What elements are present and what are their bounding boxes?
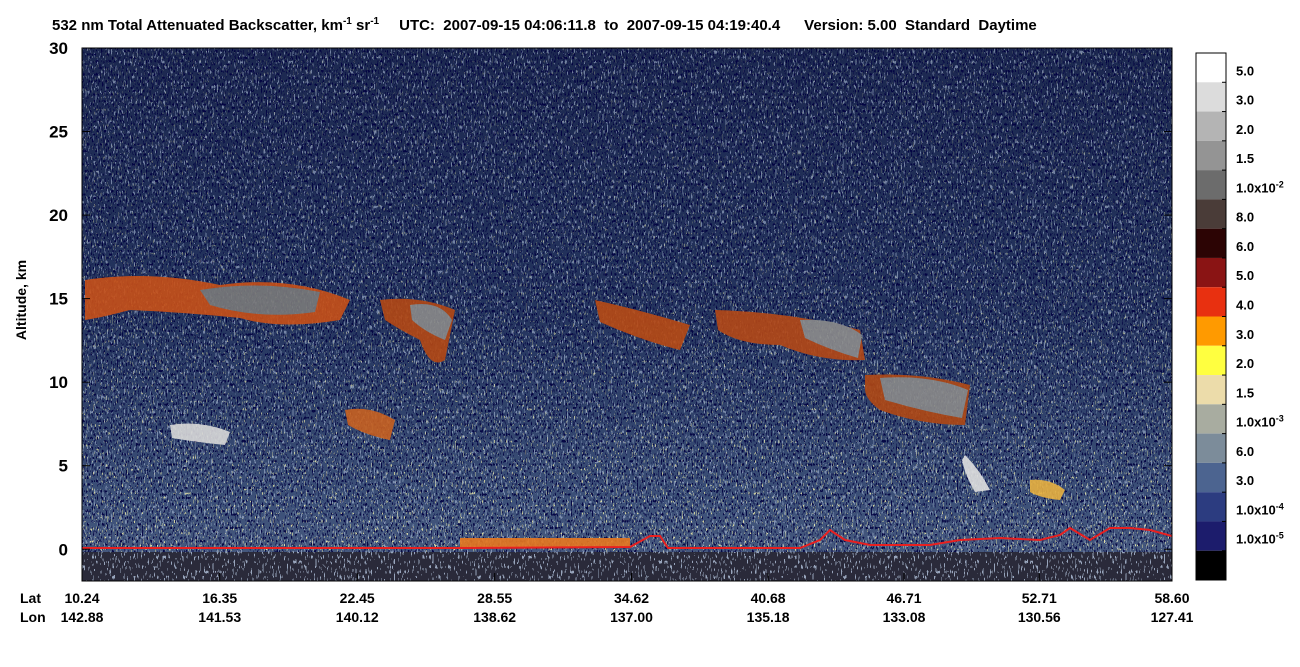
x-tick-label: 135.18: [747, 609, 790, 625]
colorbar-swatch: [1196, 287, 1226, 317]
colorbar-label-text: 3.0: [1236, 93, 1254, 108]
colorbar-swatch: [1196, 521, 1226, 551]
colorbar-label-exponent: -5: [1276, 531, 1284, 541]
colorbar-label: 5.0: [1236, 63, 1254, 78]
x-tick-label: 133.08: [883, 609, 926, 625]
y-tick-label: 10: [49, 373, 68, 392]
colorbar-label-text: 1.0x10: [1236, 502, 1276, 517]
colorbar-label: 6.0: [1236, 239, 1254, 254]
x-tick-label: 127.41: [1151, 609, 1194, 625]
colorbar-label-text: 6.0: [1236, 444, 1254, 459]
colorbar-label: 1.0x10-4: [1236, 501, 1284, 517]
colorbar-swatch: [1196, 199, 1226, 229]
y-axis-label: Altitude, km: [13, 260, 29, 340]
colorbar-swatch: [1196, 433, 1226, 463]
y-tick-label: 15: [49, 290, 68, 309]
colorbar-label: 8.0: [1236, 210, 1254, 225]
colorbar-label: 1.0x10-3: [1236, 414, 1284, 430]
colorbar-label-text: 3.0: [1236, 327, 1254, 342]
colorbar-swatch: [1196, 140, 1226, 171]
colorbar-label-text: 1.0x10: [1236, 415, 1276, 430]
colorbar-label: 1.0x10-5: [1236, 531, 1284, 547]
x-row-label: Lat: [20, 590, 41, 606]
colorbar-label: 3.0: [1236, 473, 1254, 488]
colorbar-swatch: [1196, 111, 1226, 141]
colorbar: 5.03.02.01.51.0x10-28.06.05.04.03.02.01.…: [1195, 52, 1284, 581]
colorbar-swatch: [1196, 404, 1226, 434]
colorbar-label: 3.0: [1236, 327, 1254, 342]
colorbar-swatch: [1196, 257, 1226, 288]
colorbar-label: 1.0x10-2: [1236, 179, 1284, 195]
y-tick-label: 25: [49, 123, 68, 142]
colorbar-label-text: 1.5: [1236, 151, 1254, 166]
colorbar-label-exponent: -3: [1276, 414, 1284, 424]
colorbar-swatch: [1196, 316, 1226, 346]
colorbar-label: 2.0: [1236, 356, 1254, 371]
x-tick-label: 140.12: [336, 609, 379, 625]
x-row-label: Lon: [20, 609, 46, 625]
colorbar-swatch: [1196, 492, 1226, 522]
colorbar-label-exponent: -4: [1276, 501, 1284, 511]
colorbar-label: 5.0: [1236, 268, 1254, 283]
chart-title: 532 nm Total Attenuated Backscatter, km-…: [52, 16, 1037, 34]
colorbar-label-text: 2.0: [1236, 122, 1254, 137]
colorbar-swatch: [1196, 550, 1226, 580]
colorbar-label: 1.5: [1236, 151, 1254, 166]
colorbar-label: 3.0: [1236, 93, 1254, 108]
colorbar-label: 4.0: [1236, 298, 1254, 313]
x-tick-label: 130.56: [1018, 609, 1061, 625]
colorbar-swatch: [1196, 228, 1226, 258]
colorbar-label: 1.5: [1236, 385, 1254, 400]
colorbar-swatch: [1196, 462, 1226, 493]
colorbar-label-text: 2.0: [1236, 356, 1254, 371]
colorbar-label-text: 1.0x10: [1236, 532, 1276, 547]
x-tick-label: 52.71: [1022, 590, 1057, 606]
y-tick-label: 20: [49, 206, 68, 225]
colorbar-label: 6.0: [1236, 444, 1254, 459]
x-tick-label: 58.60: [1154, 590, 1189, 606]
x-tick-label: 28.55: [477, 590, 512, 606]
colorbar-label-text: 4.0: [1236, 298, 1254, 313]
x-tick-label: 137.00: [610, 609, 653, 625]
x-tick-label: 16.35: [202, 590, 237, 606]
y-tick-label: 5: [59, 457, 68, 476]
x-tick-label: 10.24: [64, 590, 99, 606]
colorbar-swatch: [1196, 82, 1226, 112]
colorbar-label: 2.0: [1236, 122, 1254, 137]
x-tick-label: 40.68: [751, 590, 786, 606]
colorbar-label-text: 8.0: [1236, 210, 1254, 225]
x-tick-label: 138.62: [473, 609, 516, 625]
x-tick-label: 46.71: [886, 590, 921, 606]
x-tick-label: 22.45: [340, 590, 375, 606]
x-tick-label: 34.62: [614, 590, 649, 606]
colorbar-swatch: [1196, 345, 1226, 376]
colorbar-label-text: 5.0: [1236, 268, 1254, 283]
colorbar-label-exponent: -2: [1276, 179, 1284, 189]
plot-frame: [81, 47, 1173, 582]
colorbar-swatch: [1196, 53, 1226, 83]
colorbar-label-text: 6.0: [1236, 239, 1254, 254]
colorbar-label-text: 5.0: [1236, 63, 1254, 78]
colorbar-swatch: [1196, 170, 1226, 200]
colorbar-label-text: 1.0x10: [1236, 180, 1276, 195]
x-tick-label: 141.53: [198, 609, 241, 625]
x-tick-label: 142.88: [61, 609, 104, 625]
colorbar-label-text: 1.5: [1236, 385, 1254, 400]
y-tick-label: 0: [59, 540, 68, 559]
backscatter-field: [82, 48, 1172, 581]
colorbar-swatch: [1196, 375, 1226, 405]
colorbar-label-text: 3.0: [1236, 473, 1254, 488]
y-tick-label: 30: [49, 39, 68, 58]
